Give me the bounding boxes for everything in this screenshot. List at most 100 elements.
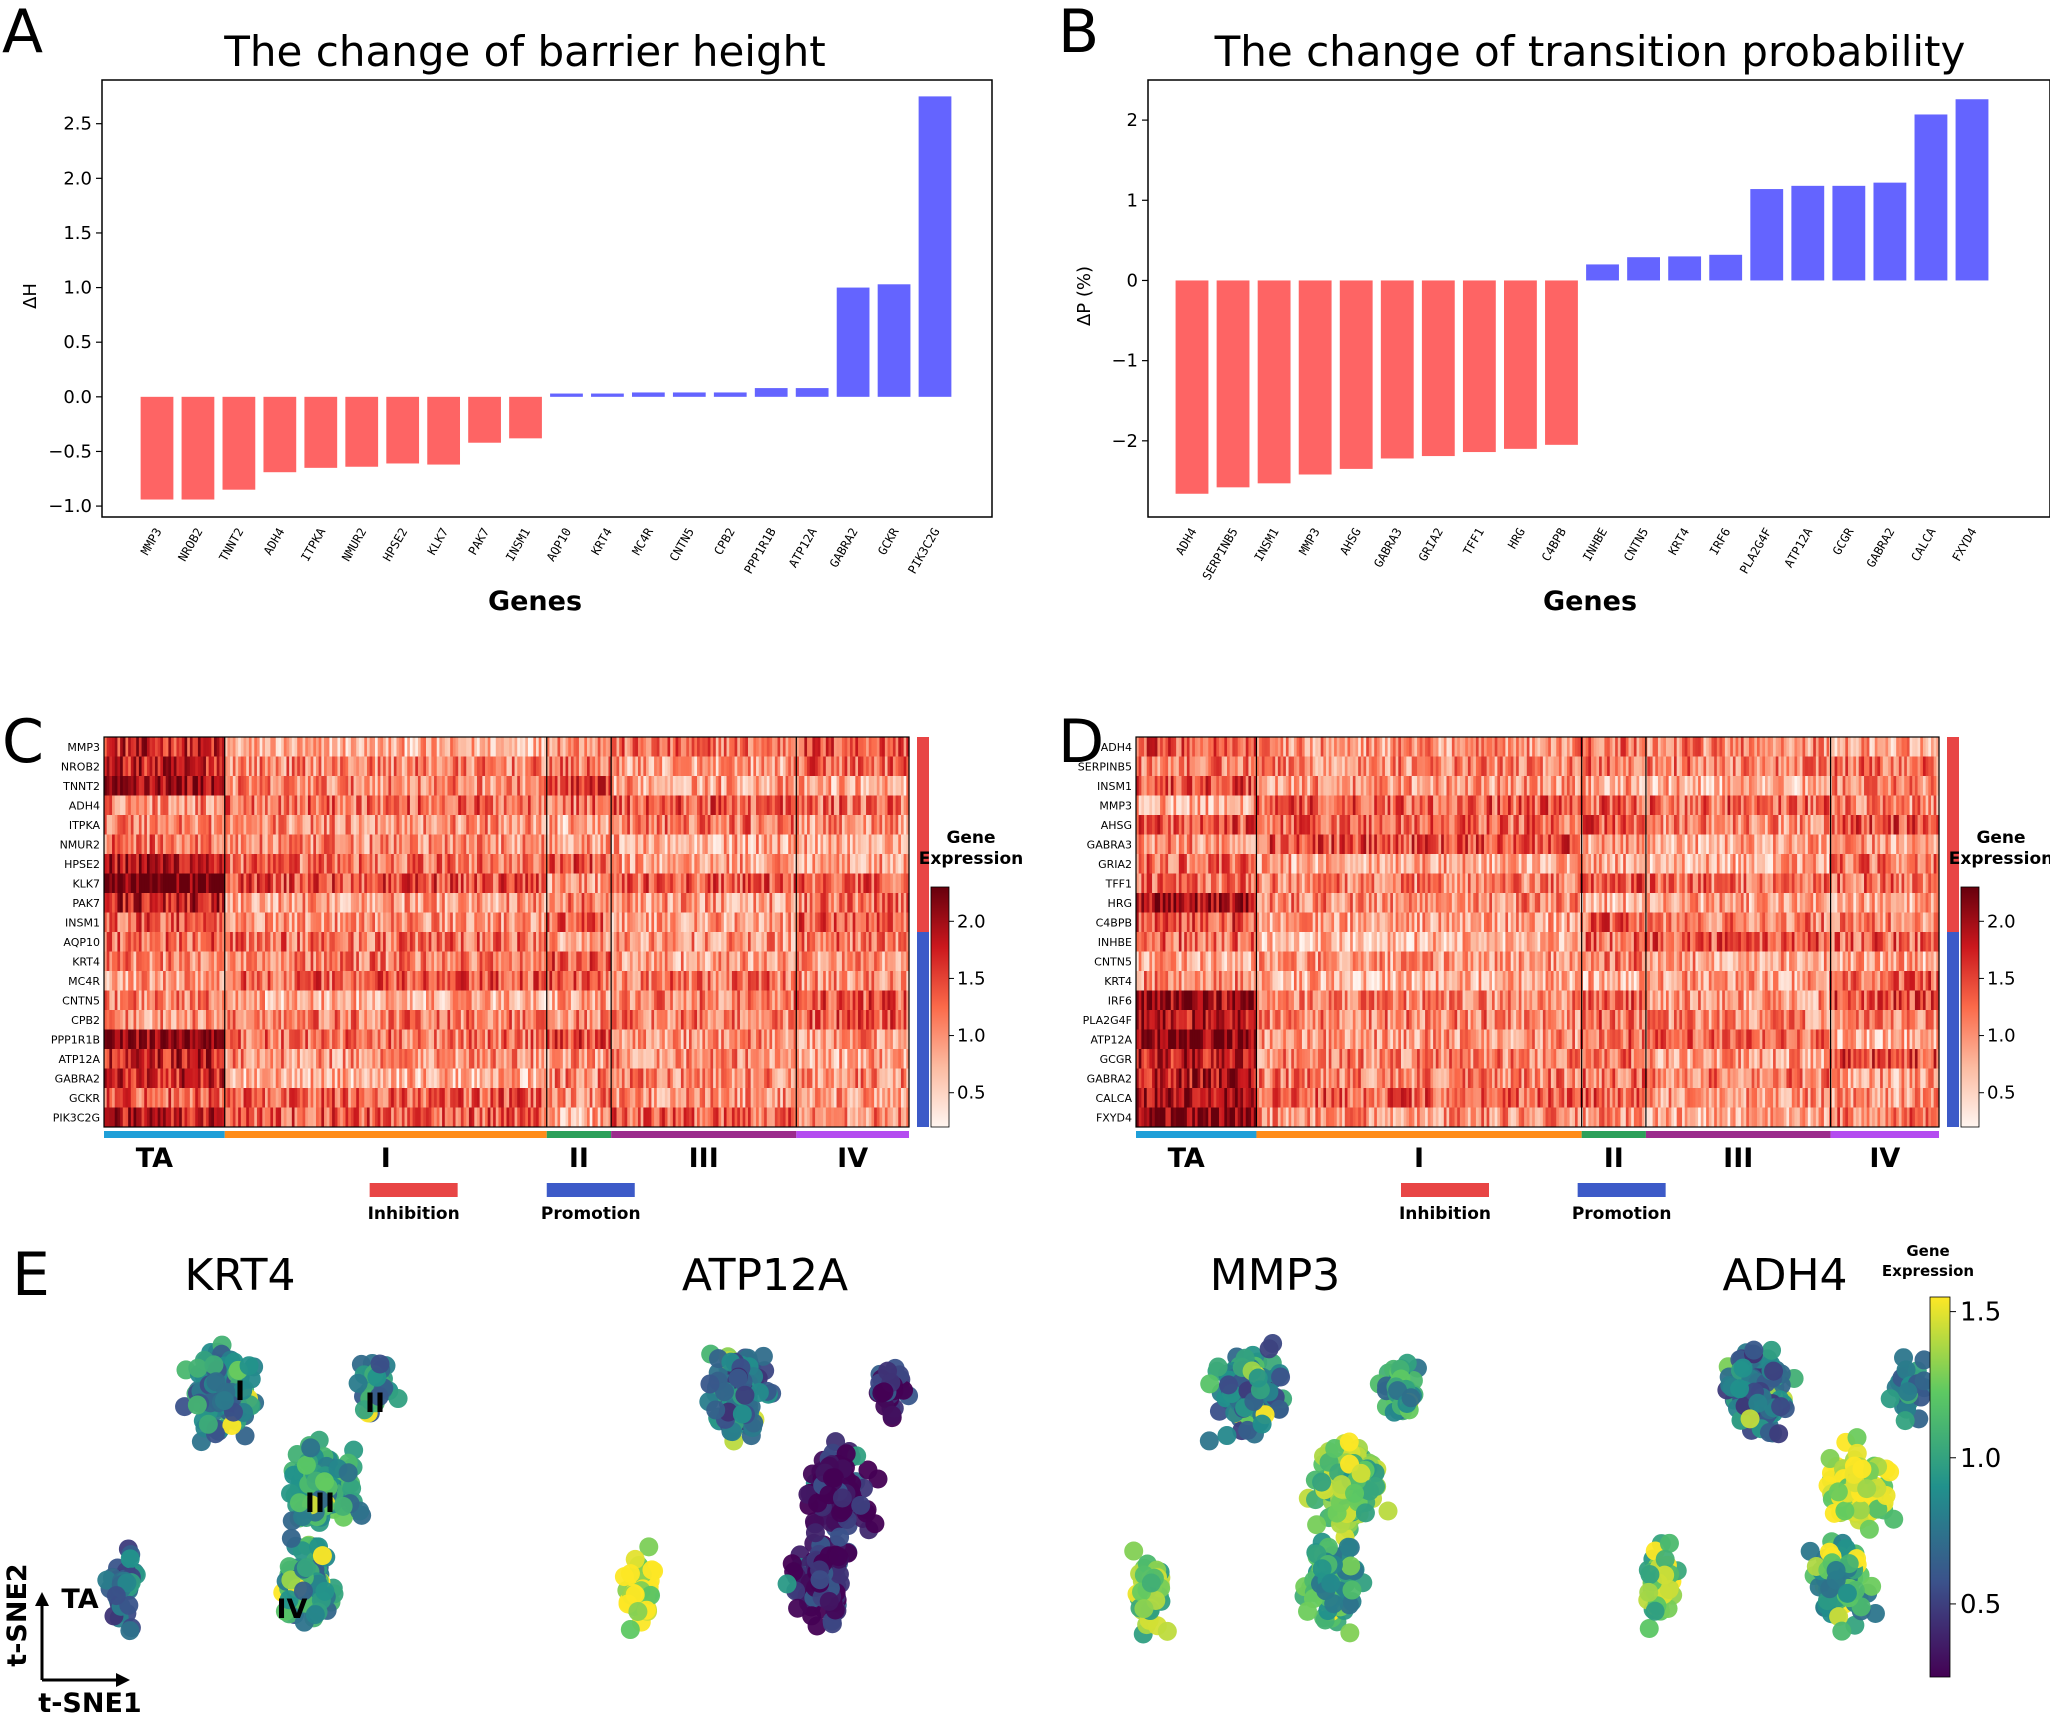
heat-cell	[383, 854, 387, 874]
heat-cell	[348, 815, 352, 835]
heat-cell	[305, 932, 309, 952]
heat-cell	[222, 1010, 226, 1030]
heat-cell	[670, 932, 674, 952]
heat-cell	[401, 854, 406, 874]
heat-cell	[200, 1029, 204, 1050]
heat-cell	[340, 737, 344, 757]
heat-cell	[637, 815, 642, 835]
heat-cell	[377, 1029, 381, 1050]
heat-cell	[181, 1029, 186, 1050]
heat-cell	[573, 1010, 577, 1030]
heat-cell	[350, 951, 355, 972]
heat-cell	[294, 873, 298, 894]
heat-cell	[366, 1010, 371, 1030]
heat-cell	[828, 990, 832, 1011]
heat-cell	[455, 795, 459, 816]
heat-cell	[890, 834, 894, 855]
heat-cell	[434, 795, 438, 816]
heat-cell	[538, 776, 542, 796]
heat-cell	[439, 795, 443, 816]
heat-cell	[117, 795, 121, 816]
heat-cell	[680, 756, 685, 777]
heat-cell	[122, 893, 127, 913]
heat-cell	[278, 854, 282, 874]
heat-cell	[509, 971, 513, 991]
heat-cell	[195, 854, 199, 874]
heat-cell	[240, 873, 245, 894]
heat-cell	[616, 912, 620, 933]
heat-cell	[745, 756, 749, 777]
heat-cell	[310, 873, 314, 894]
heat-cell	[887, 795, 891, 816]
heat-cell	[892, 971, 897, 991]
heat-cell	[616, 834, 620, 855]
heat-cell	[299, 912, 304, 933]
heat-cell	[509, 756, 513, 777]
heat-cell	[662, 834, 666, 855]
heat-cell	[366, 737, 371, 757]
heat-cell	[541, 737, 545, 757]
heat-cell	[404, 815, 408, 835]
heat-cell	[353, 912, 357, 933]
heat-cell	[493, 776, 497, 796]
heat-cell	[847, 893, 851, 913]
heat-cell	[160, 737, 164, 757]
heat-cell	[168, 776, 172, 796]
heat-cell	[372, 951, 376, 972]
heat-cell	[184, 990, 188, 1011]
heat-cell	[624, 873, 628, 894]
heat-cell	[415, 815, 419, 835]
heat-cell	[112, 893, 116, 913]
heat-cell	[318, 834, 322, 855]
heat-cell	[407, 737, 411, 757]
heat-cell	[393, 951, 398, 972]
heat-cell	[640, 932, 644, 952]
heat-cell	[246, 1029, 250, 1050]
heat-cell	[756, 873, 760, 894]
heat-cell	[181, 990, 186, 1011]
heat-cell	[536, 1010, 540, 1030]
heat-cell	[718, 776, 722, 796]
heat-cell	[436, 737, 441, 757]
heat-cell	[659, 834, 663, 855]
heat-cell	[332, 776, 336, 796]
heat-cell	[866, 795, 870, 816]
heat-cell	[431, 873, 435, 894]
heat-cell	[248, 795, 253, 816]
heat-cell	[431, 932, 435, 952]
heat-cell	[844, 1010, 848, 1030]
heat-cell	[552, 1010, 556, 1030]
heat-cell	[259, 1029, 263, 1050]
heat-cell	[882, 776, 886, 796]
heat-cell	[501, 990, 505, 1011]
heat-cell	[399, 1029, 403, 1050]
heat-cell	[482, 912, 486, 933]
heat-cell	[409, 873, 414, 894]
heat-cell	[468, 873, 473, 894]
heat-cell	[713, 990, 717, 1011]
heat-cell	[635, 990, 639, 1011]
heat-cell	[348, 873, 352, 894]
heat-cell	[546, 854, 551, 874]
heat-cell	[782, 815, 787, 835]
heat-cell	[549, 1029, 553, 1050]
panel-label-d: D	[1058, 707, 1104, 777]
heat-cell	[812, 1010, 816, 1030]
heat-cell	[691, 776, 695, 796]
heat-cell	[216, 893, 220, 913]
heat-cell	[498, 795, 502, 816]
heat-cell	[876, 893, 881, 913]
heat-cell	[662, 815, 666, 835]
heat-cell	[230, 912, 234, 933]
heat-cell	[353, 893, 357, 913]
heat-cell	[302, 990, 306, 1011]
heat-cell	[750, 815, 754, 835]
heat-cell	[823, 912, 827, 933]
heat-cell	[479, 971, 483, 991]
heat-cell	[796, 893, 800, 913]
heat-cell	[777, 893, 781, 913]
heat-cell	[514, 776, 518, 796]
heat-cell	[742, 795, 746, 816]
heat-cell	[554, 951, 559, 972]
heat-cell	[267, 990, 271, 1011]
